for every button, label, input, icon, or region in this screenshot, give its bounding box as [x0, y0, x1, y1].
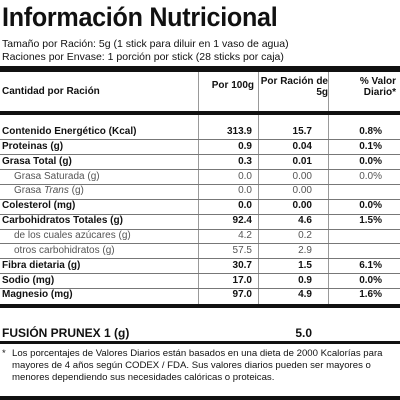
serving-size: Tamaño por Ración: 5g (1 stick para dilu…: [2, 38, 289, 50]
row-separator: [0, 258, 400, 260]
daily-value-percent: 6.1%: [359, 259, 382, 271]
per-100g-value: 4.2: [238, 229, 252, 241]
table-row: Grasa Total (g) 0.3 0.01 0.0%: [0, 155, 400, 169]
per-100g-value: 0.0: [238, 185, 252, 197]
table-row: Grasa Saturada (g) 0.0 0.00 0.0%: [0, 170, 400, 184]
per-serving-value: 0.9: [298, 274, 312, 286]
prunex-label: FUSIÓN PRUNEX 1 (g): [2, 326, 130, 340]
row-separator: [0, 228, 400, 230]
header-per-serving: Por Ración de 5g: [260, 76, 328, 98]
per-serving-value: 0.01: [292, 155, 312, 167]
table-row: Sodio (mg) 17.0 0.9 0.0%: [0, 274, 400, 288]
row-separator: [0, 139, 400, 141]
nutrient-name: Carbohidratos Totales (g): [2, 215, 123, 227]
per-serving-value: 15.7: [292, 126, 312, 137]
row-separator: [0, 287, 400, 289]
footnote: * Los porcentajes de Valores Diarios est…: [2, 348, 396, 384]
nutrient-name: Grasa Saturada (g): [14, 170, 100, 182]
row-separator: [0, 213, 400, 215]
table-row: Proteinas (g) 0.9 0.04 0.1%: [0, 140, 400, 154]
per-serving-value: 0.00: [292, 170, 312, 182]
per-serving-value: 0.04: [292, 140, 312, 152]
nutrient-name: Fibra dietaria (g): [2, 259, 81, 271]
per-serving-value: 0.00: [292, 200, 312, 212]
nutrient-name: Grasa Trans (g): [14, 185, 84, 197]
daily-value-percent: 0.1%: [359, 140, 382, 152]
per-100g-value: 0.0: [238, 200, 252, 212]
row-separator: [0, 273, 400, 275]
table-row: otros carbohidratos (g) 57.5 2.9: [0, 244, 400, 258]
prunex-value: 5.0: [295, 326, 312, 340]
row-separator: [0, 154, 400, 156]
table-row: Contenido Energético (Kcal) 313.9 15.7 0.8%: [0, 125, 400, 139]
per-serving-value: 0.00: [292, 185, 312, 197]
footnote-rule: [0, 341, 400, 344]
daily-value-percent: 0.0%: [359, 170, 382, 182]
daily-value-percent: 0.0%: [359, 155, 382, 167]
daily-value-percent: 1.5%: [359, 215, 382, 227]
per-100g-value: 313.9: [226, 126, 252, 137]
per-serving-value: 2.9: [298, 244, 312, 256]
per-100g-value: 0.3: [238, 155, 252, 167]
nutrient-name: Sodio (mg): [2, 274, 55, 286]
nutrient-name: Contenido Energético (Kcal): [2, 126, 137, 137]
row-separator: [0, 183, 400, 185]
servings-per-container: Raciones por Envase: 1 porción por stick…: [2, 51, 284, 63]
nutrient-name: de los cuales azúcares (g): [14, 229, 131, 241]
table-row: Fibra dietaria (g) 30.7 1.5 6.1%: [0, 259, 400, 273]
panel-title: Información Nutricional: [2, 2, 278, 32]
per-100g-value: 97.0: [232, 289, 252, 301]
nutrient-name: otros carbohidratos (g): [14, 244, 115, 256]
header-daily-value: % Valor Diario*: [359, 76, 396, 98]
nutrient-name: Grasa Total (g): [2, 155, 72, 167]
daily-value-percent: 1.6%: [359, 289, 382, 301]
per-serving-value: 4.6: [298, 215, 312, 227]
per-serving-value: 0.2: [298, 229, 312, 241]
column-divider: [258, 72, 259, 304]
per-serving-value: 1.5: [298, 259, 312, 271]
table-row: de los cuales azúcares (g) 4.2 0.2: [0, 229, 400, 243]
header-rule: [0, 111, 400, 115]
footnote-text: Los porcentajes de Valores Diarios están…: [12, 348, 383, 383]
table-row: Colesterol (mg) 0.0 0.00 0.0%: [0, 199, 400, 213]
daily-value-percent: 0.0%: [359, 200, 382, 212]
per-100g-value: 0.9: [238, 140, 252, 152]
top-thick-rule: [0, 66, 400, 72]
table-row: Magnesio (mg) 97.0 4.9 1.6%: [0, 288, 400, 302]
daily-value-percent: 0.8%: [359, 126, 382, 137]
daily-value-percent: 0.0%: [359, 274, 382, 286]
per-100g-value: 30.7: [232, 259, 252, 271]
per-100g-value: 92.4: [232, 215, 252, 227]
nutrient-name: Colesterol (mg): [2, 200, 76, 212]
nutrient-name: Proteinas (g): [2, 140, 64, 152]
header-amount-per-serving: Cantidad por Ración: [2, 86, 100, 97]
per-serving-value: 4.9: [298, 289, 312, 301]
per-100g-value: 57.5: [232, 244, 252, 256]
row-separator: [0, 243, 400, 245]
table-row: Carbohidratos Totales (g) 92.4 4.6 1.5%: [0, 214, 400, 228]
column-divider: [328, 72, 329, 304]
per-100g-value: 17.0: [232, 274, 252, 286]
column-divider: [198, 72, 199, 304]
header-per-100g: Por 100g: [211, 80, 254, 91]
table-row: Grasa Trans (g) 0.0 0.00: [0, 184, 400, 198]
footnote-asterisk: *: [2, 348, 6, 359]
bottom-rule: [0, 396, 400, 400]
per-100g-value: 0.0: [238, 170, 252, 182]
table-bottom-rule: [0, 304, 400, 308]
row-separator: [0, 169, 400, 171]
row-separator: [0, 198, 400, 200]
nutrient-name: Magnesio (mg): [2, 289, 73, 301]
